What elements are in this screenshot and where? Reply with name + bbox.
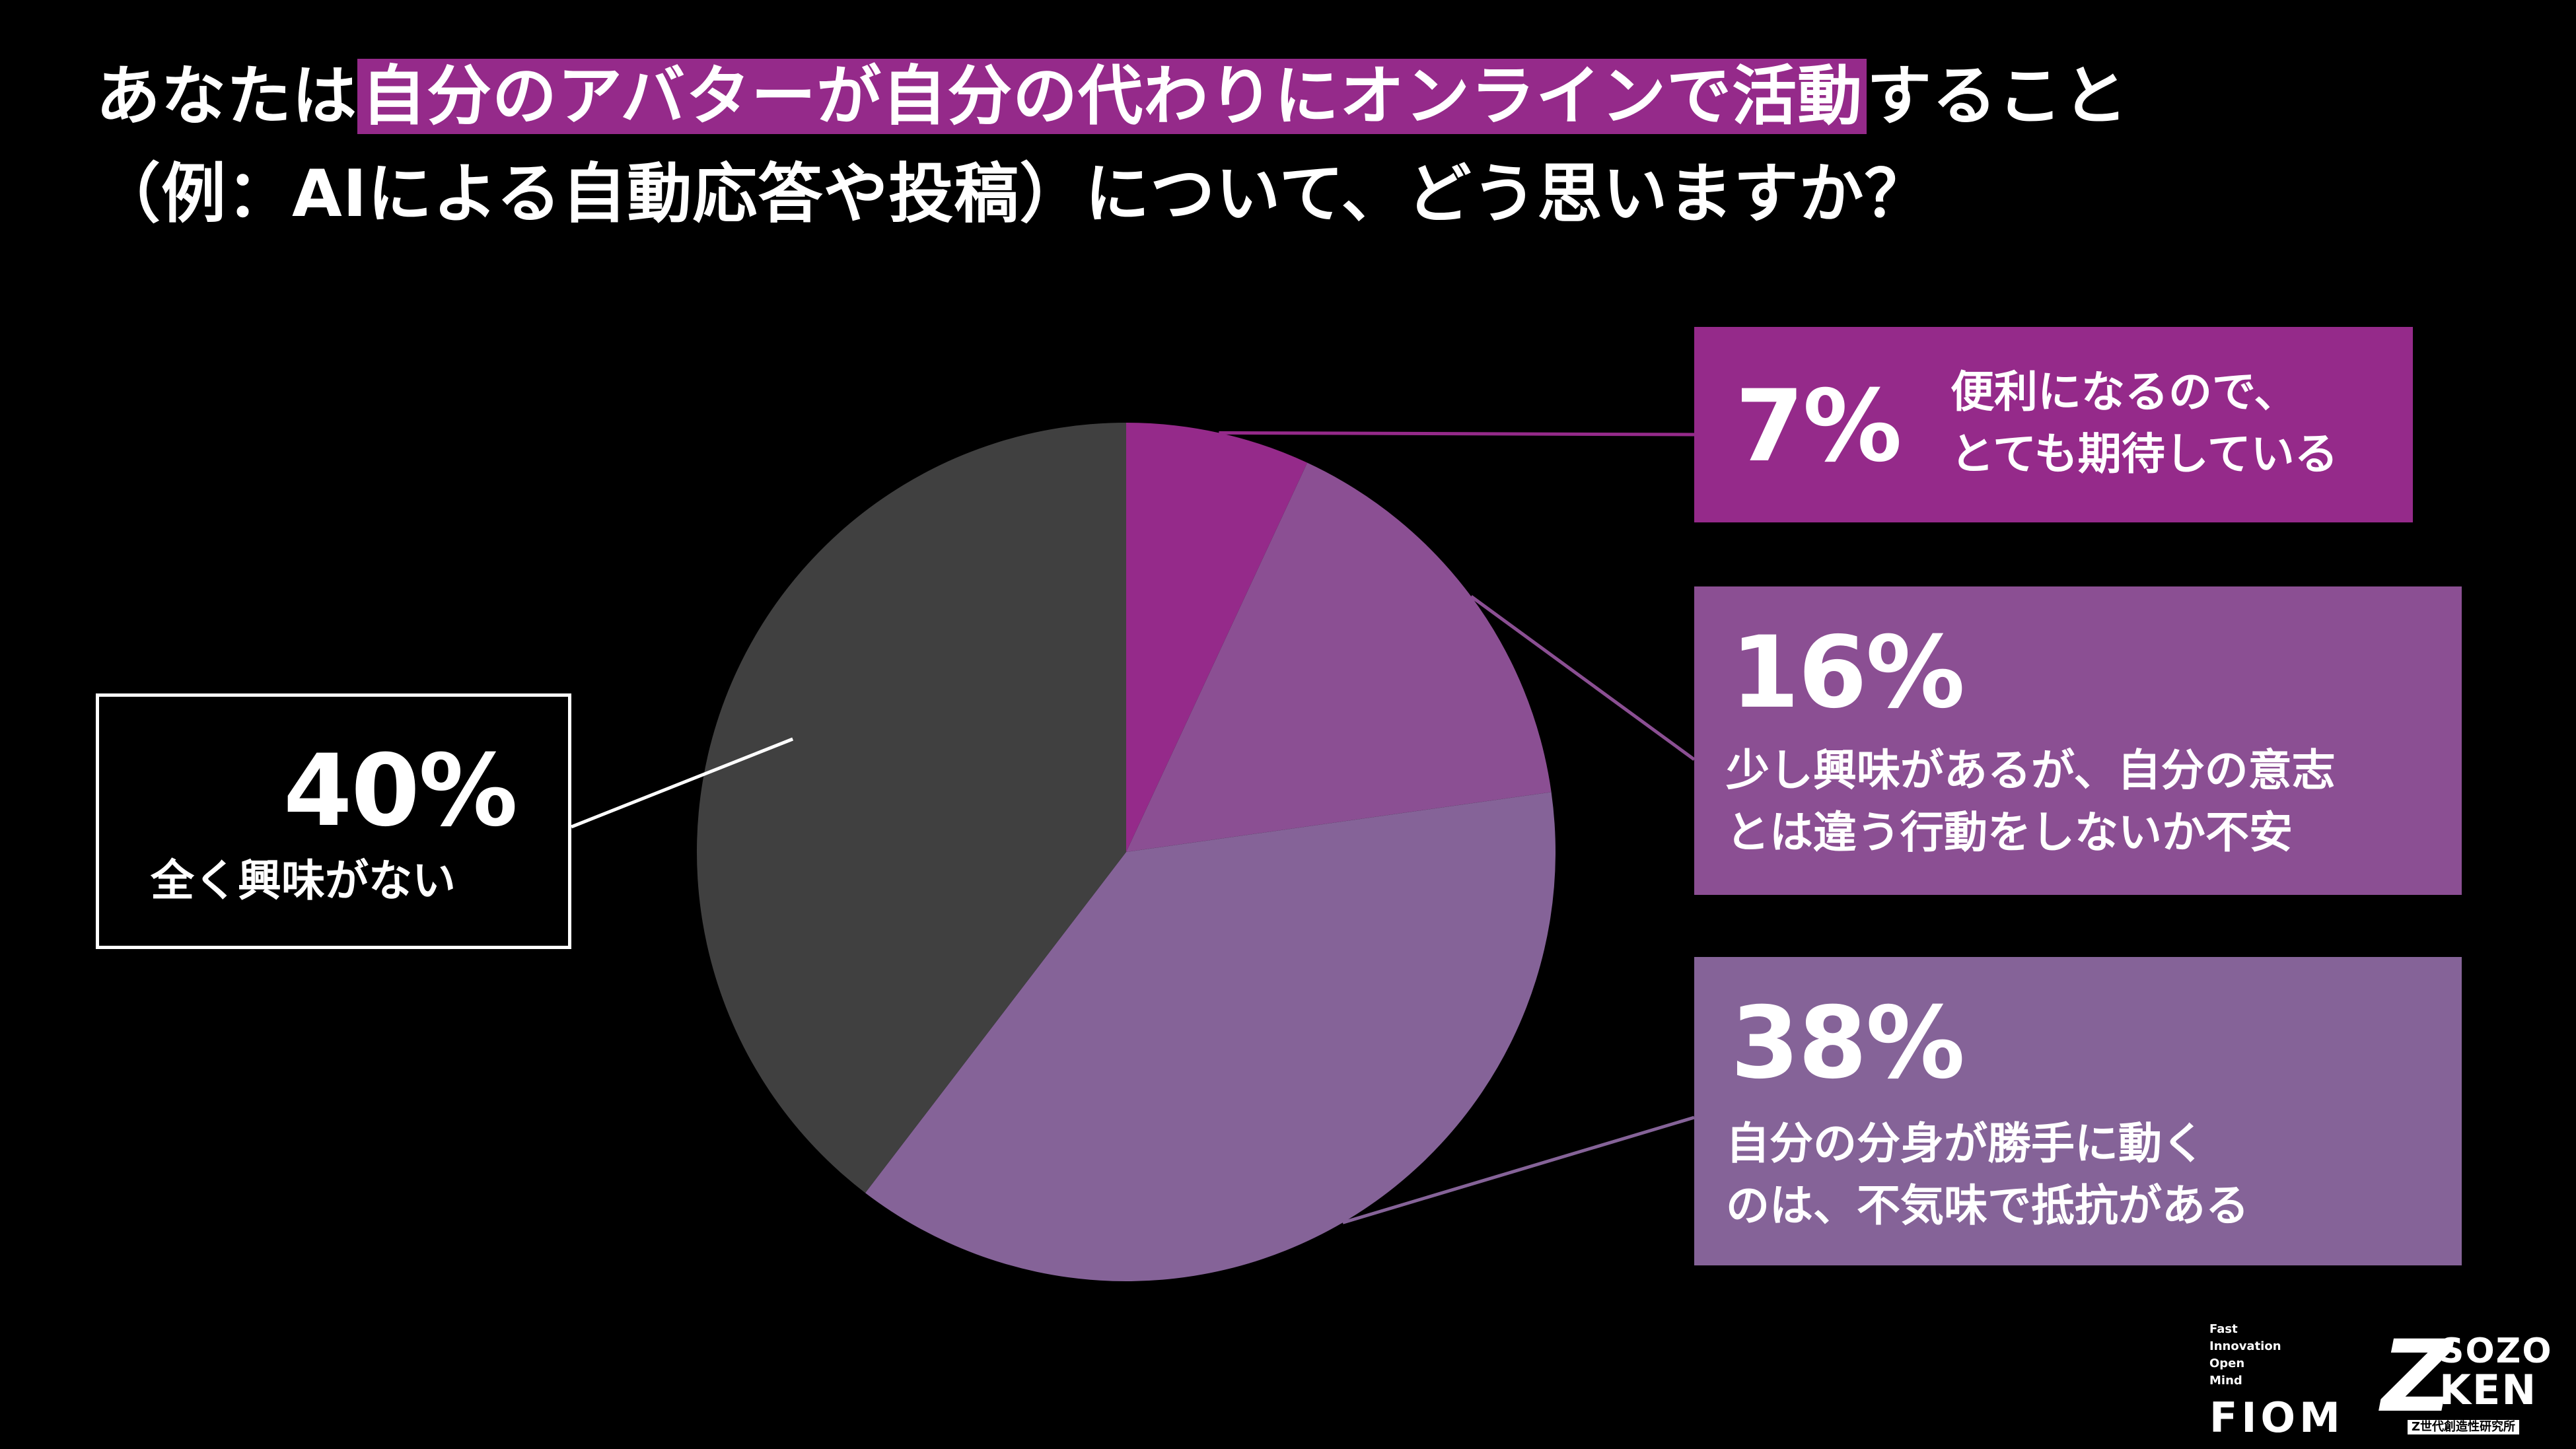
- chart-title: あなたは自分のアバターが自分の代わりにオンラインで活動すること （例：AIによる…: [96, 48, 2540, 243]
- leader-line-2: [1470, 595, 1696, 761]
- slice-4-percent-label: 40%: [283, 734, 518, 849]
- slice-2-percent-label: 16%: [1731, 616, 1965, 730]
- fiom-logo-subtext: Fast Innovation Open Mind: [2209, 1322, 2281, 1388]
- leader-line-1: [1219, 431, 1695, 437]
- title-part1: あなたは: [96, 59, 358, 134]
- callout-slice-2: 16% 少し興味があるが、自分の意志 とは違う行動をしないか不安: [1694, 586, 2462, 895]
- sozoken-logo-sozo: SOZO: [2439, 1331, 2553, 1371]
- title-highlight: 自分のアバターが自分の代わりにオンラインで活動: [357, 59, 1867, 134]
- leader-line-4: [571, 737, 794, 829]
- slice-4-category-label: 全く興味がない: [151, 855, 456, 906]
- sozoken-logo-ken: KEN: [2439, 1366, 2538, 1414]
- pie-slice-4: [697, 423, 1126, 1193]
- pie-slice-1: [1126, 423, 1308, 852]
- title-line2: （例：AIによる自動応答や投稿）について、どう思いますか？: [96, 157, 1930, 232]
- callout-slice-3: 38% 自分の分身が勝手に動く のは、不気味で抵抗がある: [1694, 957, 2462, 1265]
- pie-slice-3: [865, 792, 1556, 1281]
- pie-slice-2: [1126, 462, 1552, 852]
- fiom-logo: Fast Innovation Open Mind FIOM: [2209, 1321, 2355, 1441]
- fiom-logo-text: FIOM: [2209, 1394, 2344, 1442]
- callout-slice-4: 40% 全く興味がない: [96, 693, 571, 949]
- slice-3-percent-label: 38%: [1731, 986, 1965, 1101]
- sozoken-logo-z: Z: [2381, 1320, 2453, 1434]
- sozoken-logo: Z SOZO KEN Z世代創造性研究所: [2381, 1327, 2553, 1440]
- slice-3-category-label: 自分の分身が勝手に動く のは、不気味で抵抗がある: [1726, 1118, 2249, 1231]
- title-part2: すること: [1867, 59, 2129, 134]
- slice-1-category-label: 便利になるので、 とても期待している: [1950, 367, 2338, 479]
- sozoken-logo-subtitle: Z世代創造性研究所: [2408, 1420, 2520, 1434]
- leader-line-3: [1342, 1115, 1695, 1224]
- slice-1-percent-label: 7%: [1735, 369, 1902, 484]
- slice-2-category-label: 少し興味があるが、自分の意志 とは違う行動をしないか不安: [1726, 745, 2336, 858]
- callout-slice-1: 7% 便利になるので、 とても期待している: [1694, 327, 2413, 522]
